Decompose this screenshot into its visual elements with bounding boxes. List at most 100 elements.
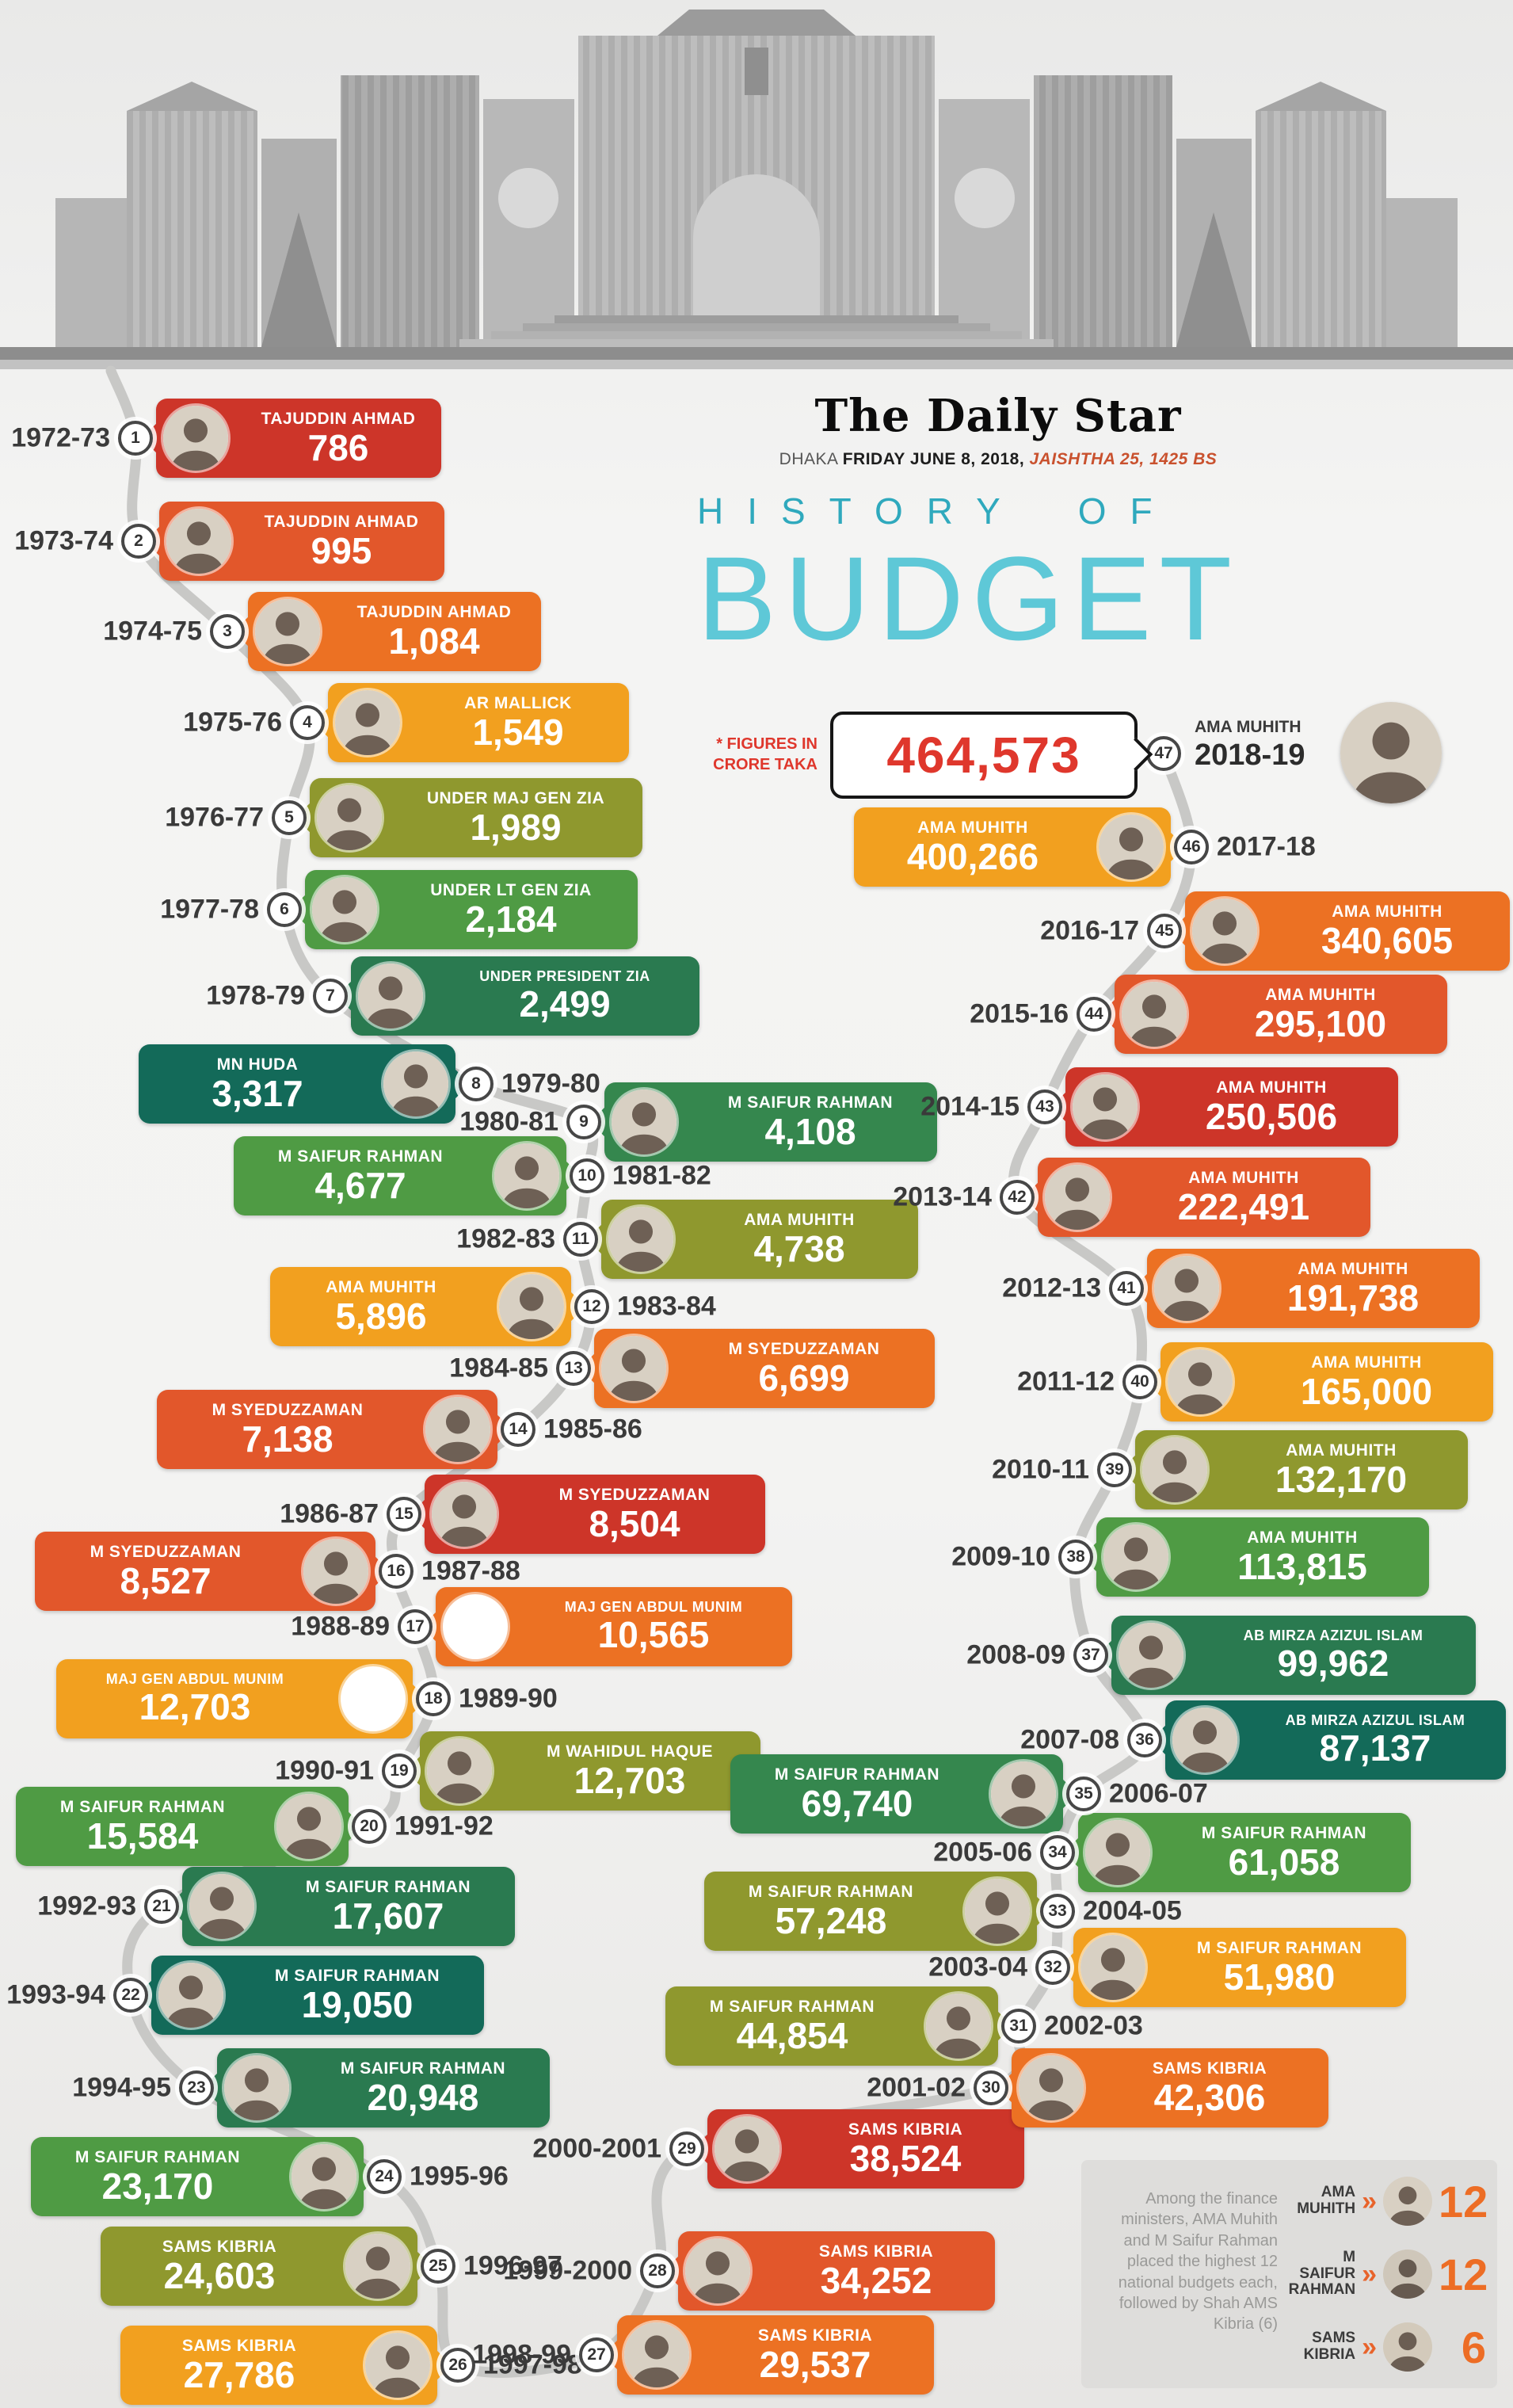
- budget-value: 1,989: [470, 806, 562, 848]
- entry-text: SAMS KIBRIA 29,537: [696, 2326, 934, 2383]
- dateline-date: FRIDAY JUNE 8, 2018,: [842, 450, 1030, 468]
- timeline-node-10: 10: [570, 1158, 604, 1193]
- year-label-2008-09: 2008-09: [966, 1639, 1065, 1670]
- minister-photo: [965, 1879, 1030, 1944]
- entry-text: MN HUDA 3,317: [139, 1055, 376, 1112]
- entry-text: UNDER LT GEN ZIA 2,184: [384, 881, 638, 938]
- minister-photo: [383, 1051, 448, 1116]
- minister-photo: [612, 1090, 676, 1154]
- budget-entry-2011-12: AMA MUHITH 165,000: [1145, 1342, 1493, 1422]
- entry-text: AR MALLICK 1,549: [407, 694, 629, 751]
- minister-name: AMA MUHITH: [1286, 1441, 1397, 1460]
- entry-text: AMA MUHITH 132,170: [1214, 1441, 1468, 1498]
- entry-text: M SAIFUR RAHMAN 51,980: [1153, 1939, 1406, 1996]
- entry-text: AMA MUHITH 4,738: [680, 1211, 918, 1268]
- entry-text: TAJUDDIN AHMAD 995: [238, 513, 444, 570]
- budget-entry-2009-10: AMA MUHITH 113,815: [1081, 1517, 1429, 1597]
- timeline-node-4: 4: [290, 705, 325, 740]
- budget-value: 34,252: [820, 2259, 932, 2301]
- timeline-node-2: 2: [121, 524, 156, 559]
- entry-text: M SAIFUR RAHMAN 69,740: [730, 1765, 984, 1822]
- entry-text: SAMS KIBRIA 24,603: [101, 2238, 338, 2295]
- minister-photo: [189, 1874, 254, 1939]
- budget-value: 340,605: [1321, 919, 1454, 961]
- timeline-node-23: 23: [179, 2070, 214, 2105]
- budget-value: 191,738: [1286, 1277, 1420, 1318]
- timeline-node-31: 31: [1001, 2009, 1036, 2044]
- budget-value: 99,962: [1277, 1643, 1389, 1685]
- budget-value: 995: [311, 529, 372, 571]
- timeline-node-43: 43: [1027, 1090, 1062, 1124]
- year-label-2007-08: 2007-08: [1020, 1724, 1119, 1755]
- entry-text: AMA MUHITH 295,100: [1194, 986, 1447, 1043]
- minister-photo: [1119, 1623, 1183, 1688]
- year-label-1993-94: 1993-94: [6, 1979, 105, 2010]
- budget-value: 2,499: [519, 983, 611, 1025]
- minister-photo: [1192, 899, 1257, 964]
- minister-photo: [255, 599, 320, 664]
- budget-value: 4,108: [764, 1110, 856, 1152]
- budget-entry-1995-96: M SAIFUR RAHMAN 23,170: [31, 2137, 379, 2216]
- minister-name: AMA MUHITH: [326, 1277, 436, 1296]
- minister-name: M SYEDUZZAMAN: [212, 1400, 364, 1419]
- timeline-node-1: 1: [118, 421, 153, 456]
- entry-text: UNDER MAJ GEN ZIA 1,989: [389, 789, 642, 846]
- summary-text: Among the finance ministers, AMA Muhith …: [1118, 2190, 1278, 2334]
- minister-name: SAMS KIBRIA: [757, 2326, 873, 2345]
- timeline-node-40: 40: [1122, 1364, 1157, 1399]
- entry-text: M SYEDUZZAMAN 7,138: [157, 1401, 418, 1458]
- minister-name: M SYEDUZZAMAN: [558, 1485, 711, 1504]
- budget-entry-1992-93: M SAIFUR RAHMAN 17,607: [167, 1867, 515, 1946]
- entry-text: M SAIFUR RAHMAN 4,677: [234, 1147, 487, 1204]
- minister-name: AMA MUHITH: [1332, 902, 1442, 921]
- minister-photo: [432, 1482, 497, 1547]
- dateline-alt-calendar: JAISHTHA 25, 1425 BS: [1029, 450, 1218, 468]
- year-label-2010-11: 2010-11: [992, 1454, 1089, 1485]
- budget-entry-2001-02: SAMS KIBRIA 42,306: [997, 2048, 1328, 2128]
- year-label-2009-10: 2009-10: [951, 1541, 1050, 1572]
- timeline-node-29: 29: [669, 2131, 704, 2166]
- timeline-node-39: 39: [1097, 1452, 1132, 1487]
- timeline-node-21: 21: [144, 1889, 179, 1924]
- timeline-node-19: 19: [382, 1754, 417, 1788]
- budget-entry-1996-97: SAMS KIBRIA 24,603: [101, 2227, 433, 2306]
- minister-name: M WAHIDUL HAQUE: [546, 1742, 714, 1761]
- budget-value: 51,980: [1223, 1956, 1336, 1998]
- year-label-1974-75: 1974-75: [103, 616, 202, 647]
- minister-name: AMA MUHITH: [917, 818, 1028, 837]
- year-label-1997-98: 1997-98: [483, 2349, 582, 2380]
- minister-name: AMA MUHITH: [1188, 1168, 1299, 1187]
- budget-entry-1994-95: M SAIFUR RAHMAN 20,948: [202, 2048, 550, 2128]
- budget-entry-1989-90: MAJ GEN ABDUL MUNIM 12,703: [56, 1659, 428, 1738]
- budget-entry-1998-99: SAMS KIBRIA 29,537: [602, 2315, 934, 2395]
- minister-photo: [303, 1539, 368, 1604]
- minister-name: M SAIFUR RAHMAN: [774, 1765, 940, 1784]
- year-label-2014-15: 2014-15: [920, 1091, 1019, 1122]
- year-label-2005-06: 2005-06: [933, 1837, 1032, 1868]
- summary-row-saifur-rahman: M SAIFUR RAHMAN » 12: [1286, 2238, 1488, 2311]
- timeline-node-28: 28: [640, 2253, 675, 2288]
- year-label-1978-79: 1978-79: [206, 980, 305, 1011]
- minister-photo: [1045, 1165, 1110, 1230]
- budget-value: 12,703: [574, 1759, 686, 1801]
- timeline-node-36: 36: [1127, 1723, 1162, 1757]
- budget-entry-2006-07: M SAIFUR RAHMAN 69,740: [730, 1754, 1078, 1834]
- year-label-1981-82: 1981-82: [612, 1160, 711, 1191]
- minister-photo: [345, 2234, 410, 2299]
- timeline-node-25: 25: [421, 2249, 455, 2284]
- year-label-1973-74: 1973-74: [14, 525, 113, 556]
- budget-value: 15,584: [86, 1815, 199, 1857]
- minister-name: TAJUDDIN AHMAD: [356, 602, 512, 621]
- entry-text: M SAIFUR RAHMAN 57,248: [704, 1883, 958, 1940]
- timeline-node-46: 46: [1174, 830, 1209, 864]
- entry-text: AMA MUHITH 113,815: [1176, 1528, 1429, 1586]
- budget-entry-2000-2001: SAMS KIBRIA 38,524: [692, 2109, 1024, 2189]
- budget-entry-1984-85: M SYEDUZZAMAN 6,699: [579, 1329, 935, 1408]
- timeline-node-17: 17: [398, 1609, 433, 1644]
- summary-row-kibria: SAMS KIBRIA » 6: [1286, 2311, 1486, 2383]
- minister-photo: [166, 509, 231, 574]
- entry-text: SAMS KIBRIA 27,786: [120, 2337, 358, 2394]
- minister-name: M SAIFUR RAHMAN: [305, 1877, 471, 1896]
- entry-text: M SAIFUR RAHMAN 23,170: [31, 2148, 284, 2205]
